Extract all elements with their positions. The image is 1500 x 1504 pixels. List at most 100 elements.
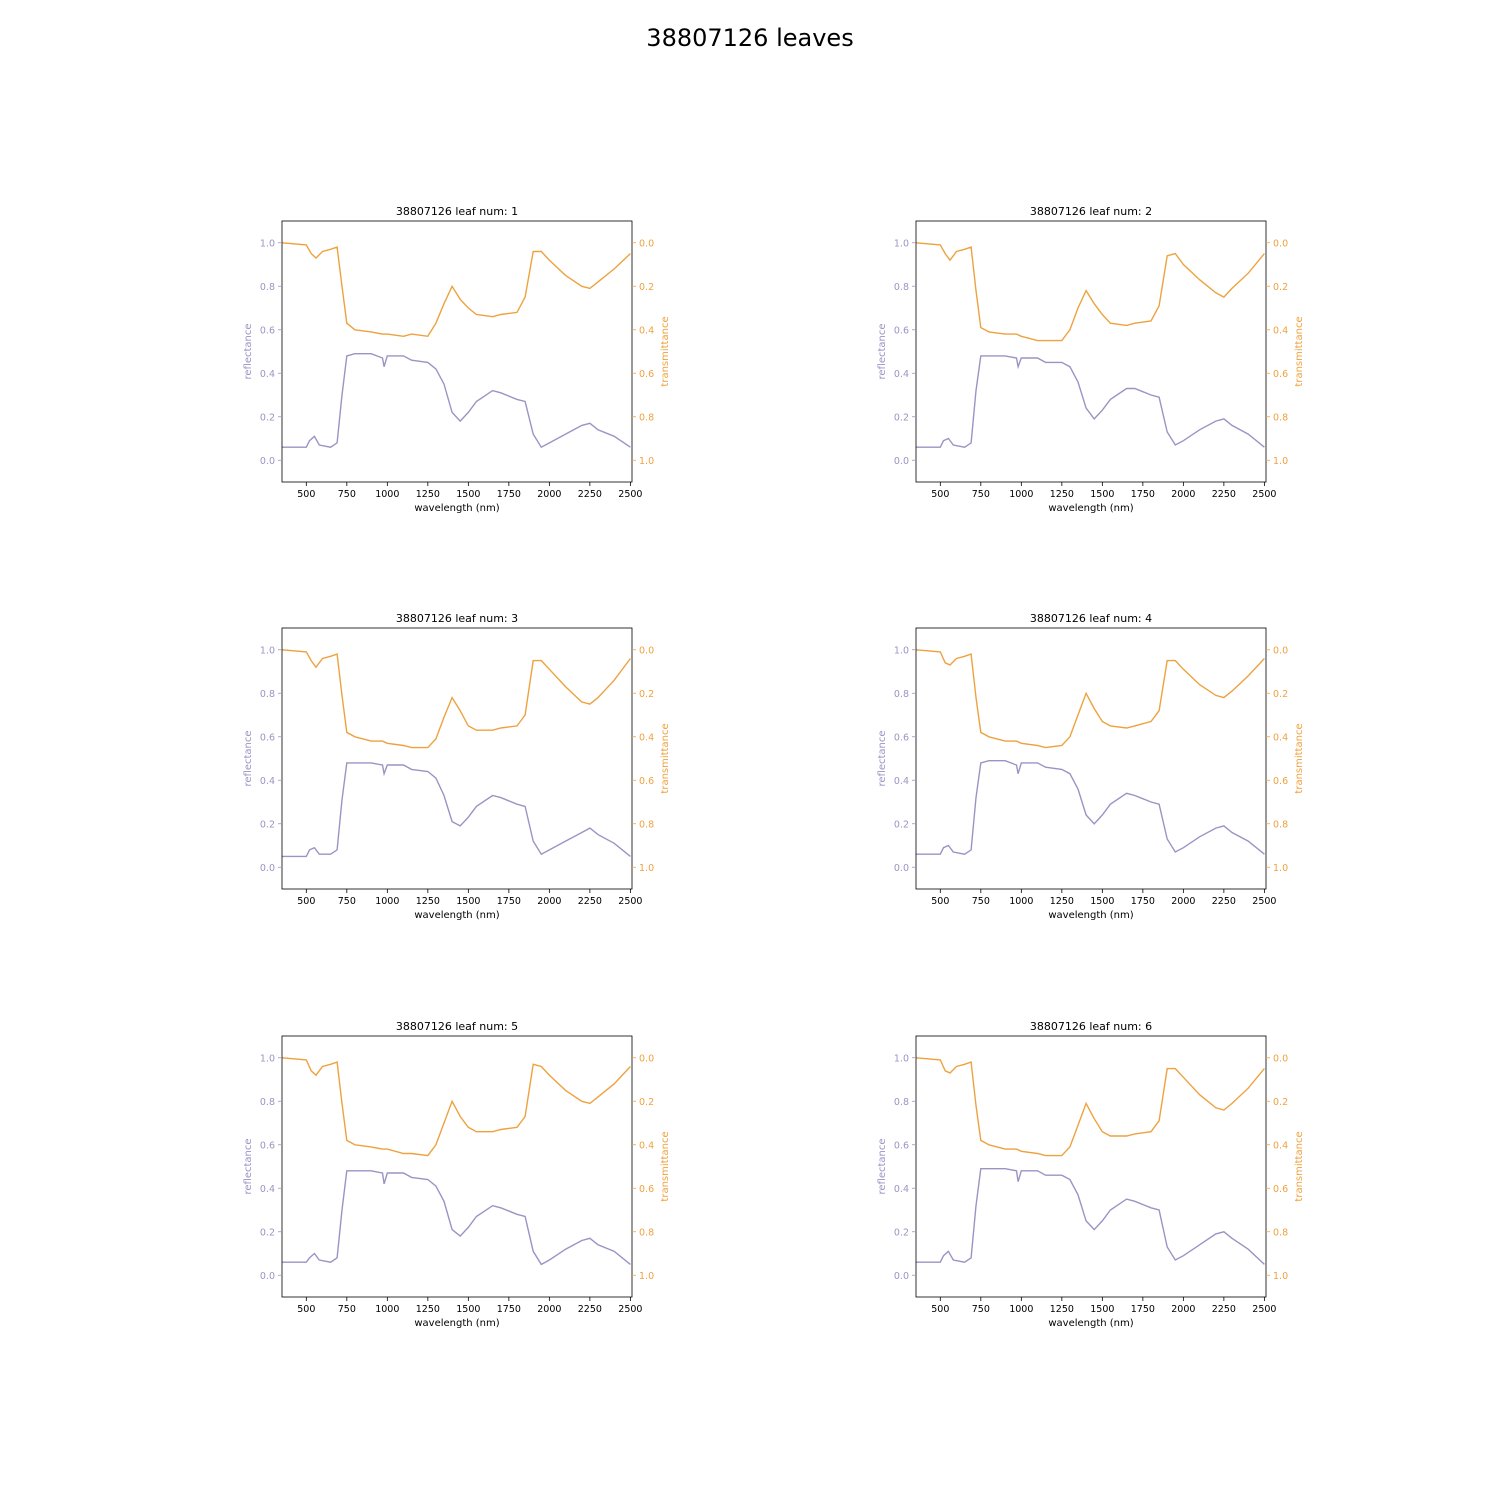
x-tick-label: 1750 xyxy=(497,896,521,907)
right-y-tick-label: 0.0 xyxy=(639,1053,654,1064)
x-tick-label: 1250 xyxy=(416,896,440,907)
x-tick-label: 1000 xyxy=(375,489,399,500)
figure-title: 38807126 leaves xyxy=(646,24,854,52)
right-y-tick-label: 1.0 xyxy=(1273,863,1288,874)
x-tick-label: 2250 xyxy=(578,896,602,907)
subplot-6: 38807126 leaf num: 6 500 750 1000 1250 1500 17… xyxy=(877,1020,1305,1329)
subplot-2: 38807126 leaf num: 2 500 750 1000 1250 1500 17… xyxy=(877,205,1305,514)
x-tick-label: 750 xyxy=(338,1304,356,1315)
left-y-tick-label: 0.8 xyxy=(894,282,909,293)
left-y-tick-label: 0.4 xyxy=(260,369,275,380)
x-tick-label: 750 xyxy=(972,1304,990,1315)
right-y-tick-label: 0.0 xyxy=(1273,645,1288,656)
x-tick-label: 750 xyxy=(972,896,990,907)
right-y-tick-label: 0.2 xyxy=(1273,282,1288,293)
x-tick-label: 1250 xyxy=(1050,1304,1074,1315)
x-tick-label: 750 xyxy=(338,896,356,907)
plot-frame xyxy=(915,1035,1267,1298)
left-y-tick-label: 0.4 xyxy=(894,369,909,380)
x-tick-label: 500 xyxy=(931,896,949,907)
reflectance-line xyxy=(916,355,1265,448)
right-y-tick-label: 0.0 xyxy=(639,238,654,249)
x-tick-label: 1250 xyxy=(1050,896,1074,907)
left-y-axis-label: reflectance xyxy=(243,1138,254,1194)
left-y-tick-label: 0.8 xyxy=(260,689,275,700)
right-y-tick-label: 0.2 xyxy=(1273,689,1288,700)
left-y-tick-label: 0.2 xyxy=(894,412,909,423)
x-tick-label: 2500 xyxy=(1252,896,1276,907)
left-y-tick-label: 0.2 xyxy=(894,819,909,830)
left-y-axis-label: reflectance xyxy=(243,323,254,379)
right-y-tick-label: 0.2 xyxy=(1273,1097,1288,1108)
right-y-tick-label: 0.4 xyxy=(1273,732,1288,743)
left-y-tick-label: 0.8 xyxy=(260,1097,275,1108)
x-tick-label: 2000 xyxy=(537,489,561,500)
x-tick-label: 2000 xyxy=(1171,896,1195,907)
x-tick-label: 1000 xyxy=(375,1304,399,1315)
x-axis-label: wavelength (nm) xyxy=(414,503,499,514)
left-y-tick-label: 0.0 xyxy=(260,863,275,874)
plot-frame xyxy=(281,220,633,483)
reflectance-line xyxy=(282,762,631,858)
right-y-tick-label: 0.8 xyxy=(639,1227,654,1238)
x-tick-label: 1500 xyxy=(1090,896,1114,907)
x-axis-label: wavelength (nm) xyxy=(414,1318,499,1329)
right-y-axis-label: transmittance xyxy=(660,1131,671,1201)
left-y-tick-label: 1.0 xyxy=(260,645,275,656)
plot-frame xyxy=(915,627,1267,890)
x-tick-label: 750 xyxy=(972,489,990,500)
right-y-tick-label: 0.4 xyxy=(639,1140,654,1151)
left-y-tick-label: 0.0 xyxy=(260,1271,275,1282)
x-tick-label: 2000 xyxy=(1171,489,1195,500)
right-y-axis-label: transmittance xyxy=(660,316,671,386)
subplot-4: 38807126 leaf num: 4 500 750 1000 1250 1500 17… xyxy=(877,612,1305,921)
left-y-tick-label: 0.0 xyxy=(894,456,909,467)
x-tick-label: 500 xyxy=(931,489,949,500)
right-y-tick-label: 0.2 xyxy=(639,689,654,700)
x-tick-label: 2250 xyxy=(578,489,602,500)
right-y-tick-label: 0.2 xyxy=(639,1097,654,1108)
right-y-axis-label: transmittance xyxy=(1294,723,1305,793)
subplot-3: 38807126 leaf num: 3 500 750 1000 1250 1500 17… xyxy=(243,612,671,921)
plot-frame xyxy=(915,220,1267,483)
subplot-title: 38807126 leaf num: 5 xyxy=(396,1020,518,1033)
transmittance-line xyxy=(916,1057,1265,1157)
plot-frame xyxy=(281,627,633,890)
x-tick-label: 2500 xyxy=(618,489,642,500)
x-tick-label: 1500 xyxy=(456,1304,480,1315)
right-y-tick-label: 0.6 xyxy=(639,369,654,380)
x-tick-label: 1000 xyxy=(375,896,399,907)
left-y-tick-label: 0.6 xyxy=(260,732,275,743)
x-tick-label: 1250 xyxy=(1050,489,1074,500)
left-y-tick-label: 0.4 xyxy=(260,776,275,787)
left-y-tick-label: 0.2 xyxy=(260,1227,275,1238)
left-y-tick-label: 1.0 xyxy=(894,645,909,656)
x-tick-label: 500 xyxy=(931,1304,949,1315)
right-y-tick-label: 1.0 xyxy=(1273,1271,1288,1282)
x-tick-label: 1000 xyxy=(1009,896,1033,907)
right-y-tick-label: 1.0 xyxy=(639,456,654,467)
left-y-tick-label: 0.4 xyxy=(894,1184,909,1195)
right-y-tick-label: 0.0 xyxy=(1273,238,1288,249)
x-tick-label: 1000 xyxy=(1009,489,1033,500)
right-y-tick-label: 0.0 xyxy=(1273,1053,1288,1064)
x-tick-label: 2000 xyxy=(537,896,561,907)
left-y-tick-label: 0.4 xyxy=(260,1184,275,1195)
plot-frame xyxy=(281,1035,633,1298)
left-y-tick-label: 0.0 xyxy=(260,456,275,467)
x-axis-label: wavelength (nm) xyxy=(414,910,499,921)
x-tick-label: 1500 xyxy=(456,896,480,907)
right-y-tick-label: 0.8 xyxy=(639,412,654,423)
x-tick-label: 2250 xyxy=(1212,896,1236,907)
x-tick-label: 1500 xyxy=(1090,489,1114,500)
left-y-tick-label: 0.6 xyxy=(894,1140,909,1151)
x-tick-label: 1000 xyxy=(1009,1304,1033,1315)
right-y-tick-label: 0.6 xyxy=(1273,1184,1288,1195)
x-tick-label: 1750 xyxy=(1131,1304,1155,1315)
right-y-tick-label: 0.6 xyxy=(639,1184,654,1195)
right-y-tick-label: 0.4 xyxy=(1273,325,1288,336)
right-y-tick-label: 1.0 xyxy=(639,863,654,874)
right-y-tick-label: 0.4 xyxy=(639,732,654,743)
x-tick-label: 2250 xyxy=(1212,1304,1236,1315)
